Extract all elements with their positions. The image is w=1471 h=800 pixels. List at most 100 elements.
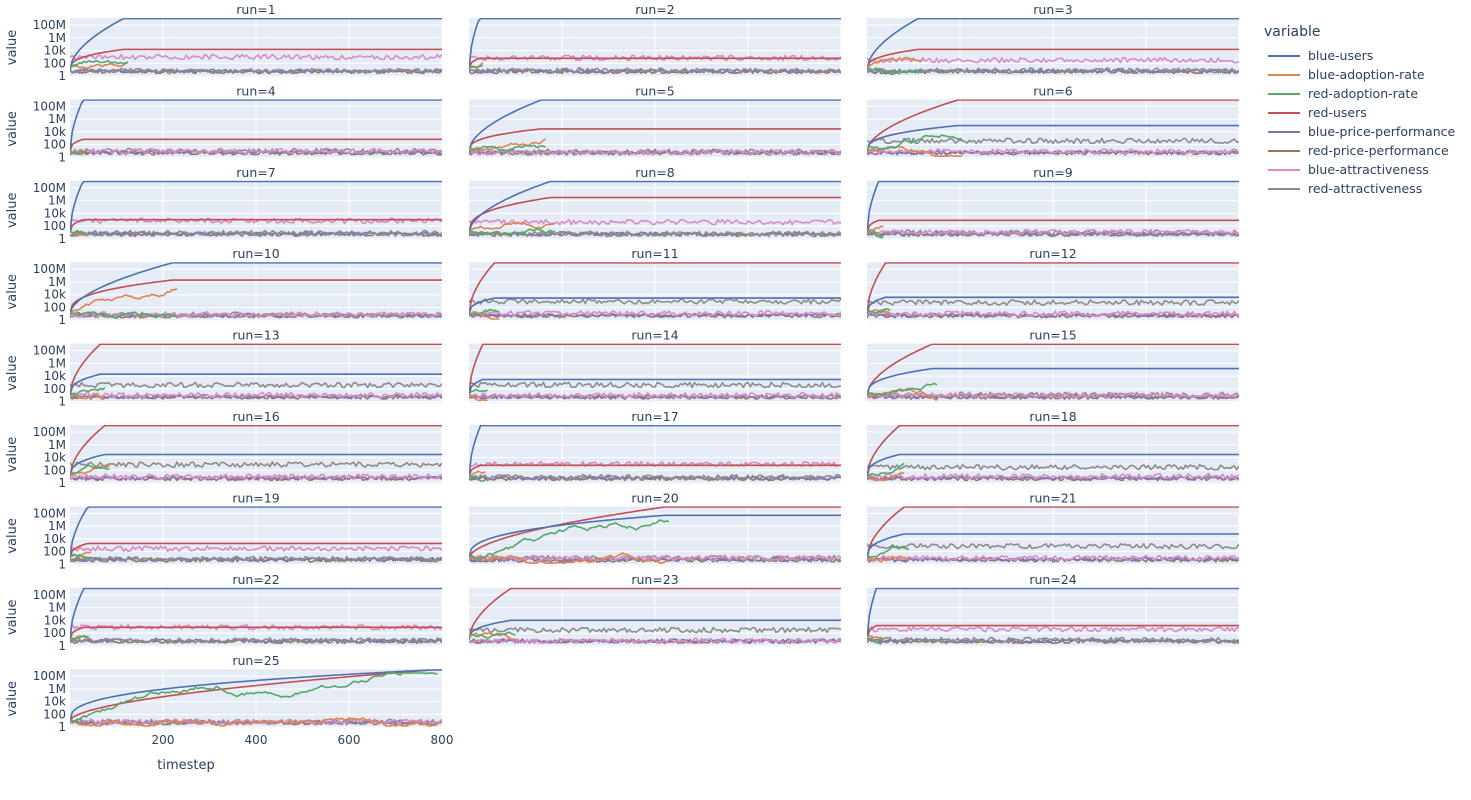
panel-title: run=19	[232, 490, 279, 505]
legend-item-blue-adoption-rate[interactable]: blue-adoption-rate	[1264, 65, 1464, 84]
blue-adoption-rate-line	[469, 138, 547, 152]
red-users-line	[867, 219, 1239, 233]
blue-users-line	[70, 262, 442, 315]
y-tick-label: 1M	[48, 682, 66, 696]
blue-attractiveness-line	[469, 310, 841, 317]
red-attractiveness-line	[70, 637, 442, 644]
panel-title: run=22	[232, 572, 279, 587]
blue-users-line	[469, 180, 841, 233]
y-tick-label: 10k	[44, 125, 66, 139]
y-axis-title: value	[5, 681, 20, 717]
blue-users-line	[867, 18, 1239, 70]
panel-lines	[70, 669, 442, 727]
red-attractiveness-line	[469, 554, 841, 562]
panel-title: run=11	[631, 246, 678, 261]
red-adoption-rate-line	[867, 66, 924, 76]
red-users-line	[70, 669, 442, 722]
blue-attractiveness-line	[70, 147, 442, 155]
red-users-line	[469, 128, 841, 152]
blue-users-line	[70, 18, 442, 70]
blue-adoption-rate-line	[469, 310, 500, 320]
y-tick-label: 100M	[33, 425, 66, 439]
panel-lines	[70, 343, 442, 401]
red-adoption-rate-line	[469, 308, 500, 316]
x-tick-label: 200	[152, 733, 175, 747]
y-tick-label: 10k	[44, 44, 66, 58]
panel-run=8: run=8	[469, 165, 842, 240]
panel-title: run=16	[232, 409, 279, 424]
red-users-line	[867, 506, 1239, 559]
y-tick-label: 1M	[48, 601, 66, 615]
y-axis-title: value	[5, 30, 20, 66]
legend-item-red-users[interactable]: red-users	[1264, 103, 1464, 122]
panel-lines	[867, 587, 1239, 646]
blue-users-line	[867, 453, 1239, 477]
y-tick-label: 100M	[33, 506, 66, 520]
y-tick-label: 1M	[48, 275, 66, 289]
red-users-line	[70, 626, 442, 640]
legend-item-blue-attractiveness[interactable]: blue-attractiveness	[1264, 160, 1464, 179]
panel-lines	[469, 343, 841, 402]
blue-users-line	[70, 587, 442, 640]
red-users-line	[469, 464, 841, 477]
y-tick-label: 1	[58, 639, 66, 653]
blue-users-line	[469, 514, 841, 559]
y-tick-label: 100	[43, 463, 66, 477]
blue-attractiveness-line	[469, 149, 841, 156]
red-users-line	[469, 343, 841, 396]
legend-label: red-attractiveness	[1308, 181, 1423, 196]
red-attractiveness-line	[469, 626, 841, 634]
panel-title: run=21	[1029, 490, 1076, 505]
red-attractiveness-line	[867, 463, 1239, 471]
y-tick-label: 100	[43, 626, 66, 640]
legend-item-red-attractiveness[interactable]: red-attractiveness	[1264, 179, 1464, 198]
blue-users-line	[867, 367, 1239, 396]
panel-run=17: run=17	[469, 409, 842, 484]
blue-users-line	[70, 99, 442, 152]
y-tick-label: 1	[58, 232, 66, 246]
panel-run=24: run=24	[867, 572, 1240, 647]
blue-attractiveness-line	[867, 56, 1239, 64]
legend-item-red-price-performance[interactable]: red-price-performance	[1264, 141, 1464, 160]
panel-lines	[867, 99, 1239, 157]
panel-lines	[70, 18, 442, 75]
blue-users-line	[867, 180, 1239, 233]
red-adoption-rate-line	[867, 545, 910, 558]
legend-label: blue-price-performance	[1308, 124, 1456, 139]
red-users-line	[70, 343, 442, 396]
panel-title: run=7	[236, 165, 275, 180]
legend-item-blue-price-performance[interactable]: blue-price-performance	[1264, 122, 1464, 141]
red-adoption-rate-line	[70, 553, 92, 559]
y-tick-label: 100	[43, 138, 66, 152]
panel-lines	[70, 99, 442, 156]
red-adoption-rate-line	[70, 311, 178, 320]
blue-price-performance-line	[867, 68, 1239, 74]
legend-label: red-users	[1308, 105, 1367, 120]
red-adoption-rate-line	[70, 464, 110, 475]
red-adoption-rate-line	[469, 64, 484, 69]
blue-adoption-rate-line	[70, 287, 178, 315]
panel-title: run=20	[631, 490, 678, 505]
y-tick-label: 100M	[33, 99, 66, 113]
legend-item-red-adoption-rate[interactable]: red-adoption-rate	[1264, 84, 1464, 103]
blue-users-line	[70, 373, 442, 396]
blue-users-line	[469, 18, 841, 70]
panel-title: run=25	[232, 653, 279, 668]
legend-label: red-adoption-rate	[1308, 86, 1419, 101]
panel-lines	[70, 425, 442, 482]
legend-swatch-blue-adoption-rate	[1268, 73, 1300, 76]
red-adoption-rate-line	[70, 150, 87, 155]
red-attractiveness-line	[867, 543, 1239, 550]
red-attractiveness-line	[867, 137, 1239, 145]
y-tick-label: 10k	[44, 451, 66, 465]
blue-attractiveness-line	[469, 218, 841, 226]
blue-users-line	[469, 99, 841, 152]
legend-item-blue-users[interactable]: blue-users	[1264, 46, 1464, 65]
panel-title: run=13	[232, 328, 279, 343]
y-axis-title: value	[5, 111, 20, 147]
blue-adoption-rate-line	[867, 472, 905, 482]
